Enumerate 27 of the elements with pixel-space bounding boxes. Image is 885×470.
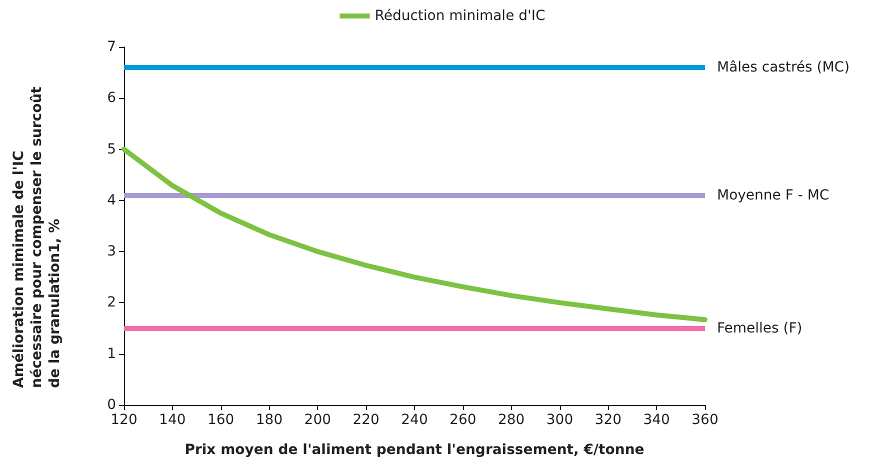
ref-line-label: Mâles castrés (MC) — [717, 59, 850, 76]
x-tick-label: 340 — [643, 412, 670, 428]
y-tick-label: 2 — [107, 294, 116, 311]
ref-line-label: Femelles (F) — [717, 320, 802, 336]
y-axis-title: Amélioration mimimale de l'IC nécessaire pour compenser le surcoût de la granulation1, % — [11, 82, 63, 388]
x-tick-label: 120 — [110, 412, 138, 428]
y-tick-label: 4 — [107, 192, 116, 208]
y-tick-label: 7 — [107, 39, 116, 55]
x-tick-label: 180 — [256, 412, 283, 428]
y-tick-label: 5 — [107, 141, 116, 158]
x-tick-label: 240 — [401, 412, 428, 428]
y-tick-label: 1 — [107, 346, 116, 362]
x-tick-label: 260 — [450, 412, 476, 428]
x-tick-label: 300 — [546, 412, 574, 428]
x-tick-label: 200 — [304, 412, 332, 428]
y-tick-label: 0 — [107, 397, 116, 413]
x-tick-label: 320 — [594, 412, 622, 428]
x-tick-label: 140 — [159, 412, 186, 428]
x-tick-label: 360 — [692, 412, 718, 428]
x-tick-label: 220 — [352, 412, 380, 428]
y-tick-label: 3 — [107, 244, 116, 260]
y-tick-label: 6 — [107, 90, 116, 106]
x-tick-label: 160 — [207, 412, 234, 428]
x-tick-label: 280 — [498, 412, 525, 428]
legend-label: Réduction minimale d'IC — [374, 8, 546, 24]
x-axis-title: Prix moyen de l'aliment pendant l'engraissement, €/tonne — [184, 442, 644, 458]
ref-line-label: Moyenne F - MC — [717, 187, 830, 204]
